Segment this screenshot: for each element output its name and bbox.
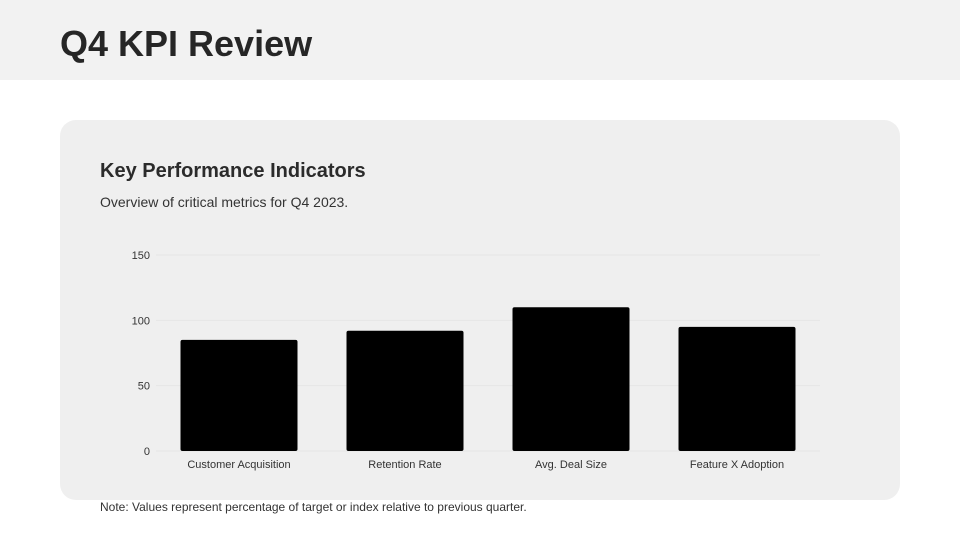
x-category-label: Avg. Deal Size	[535, 459, 607, 471]
y-tick-label: 100	[132, 315, 150, 327]
chart-note: Note: Values represent percentage of tar…	[100, 500, 527, 514]
y-tick-label: 150	[132, 250, 150, 262]
y-tick-label: 50	[138, 381, 150, 393]
card-subtitle: Overview of critical metrics for Q4 2023…	[100, 194, 349, 210]
bar-customer-acquisition	[180, 339, 298, 451]
x-category-label: Feature X Adoption	[690, 459, 784, 471]
bar-avg-deal-size	[512, 307, 630, 451]
x-category-label: Customer Acquisition	[187, 459, 290, 471]
y-tick-label: 0	[144, 446, 150, 458]
header-band: Q4 KPI Review	[0, 0, 960, 80]
bar-feature-x-adoption	[678, 326, 796, 451]
page-title: Q4 KPI Review	[60, 23, 313, 64]
card-title: Key Performance Indicators	[100, 160, 366, 182]
bar-retention-rate	[346, 330, 464, 451]
x-category-label: Retention Rate	[368, 459, 441, 471]
